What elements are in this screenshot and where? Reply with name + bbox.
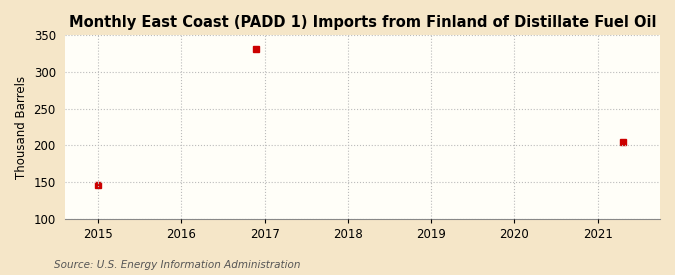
Y-axis label: Thousand Barrels: Thousand Barrels: [15, 75, 28, 178]
Text: Source: U.S. Energy Information Administration: Source: U.S. Energy Information Administ…: [54, 260, 300, 270]
Title: Monthly East Coast (PADD 1) Imports from Finland of Distillate Fuel Oil: Monthly East Coast (PADD 1) Imports from…: [69, 15, 656, 30]
